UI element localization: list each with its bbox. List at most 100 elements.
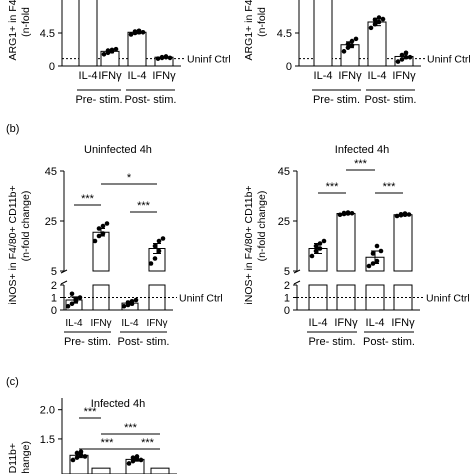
group-label: Pre- stim.: [313, 94, 360, 106]
category-label: IFNγ: [391, 317, 415, 329]
data-point: [380, 16, 386, 22]
data-point: [126, 461, 132, 466]
data-point: [372, 21, 378, 27]
data-point: [349, 43, 355, 48]
reference-line-label: Uninf Ctrl: [426, 293, 470, 305]
reference-line-label: Uninf Ctrl: [427, 54, 471, 66]
data-point: [402, 211, 408, 216]
data-point: [399, 52, 405, 58]
category-label: IL-4: [314, 70, 333, 82]
data-point: [82, 454, 88, 459]
data-point: [125, 300, 131, 305]
y-axis-label: CD11b+: [7, 443, 19, 474]
bar-lower: [92, 284, 110, 311]
group-label: Post- stim.: [365, 94, 417, 106]
chart-title: Infected 4h: [91, 398, 145, 410]
significance-label: ***: [326, 181, 340, 193]
y-tick-label: 25: [45, 216, 57, 228]
axis-break-mark: [60, 269, 68, 274]
y-axis-label: iNOS+ in F4/80+ CD11b+: [7, 185, 19, 304]
bar-lower: [336, 284, 356, 311]
data-point: [152, 243, 158, 249]
category-label: IL-4: [121, 318, 139, 329]
data-point: [372, 17, 378, 23]
data-point: [374, 258, 380, 264]
y-tick-label: 2: [284, 280, 290, 292]
data-point: [96, 226, 102, 231]
data-point: [403, 54, 409, 60]
panel-label-b: (b): [6, 123, 19, 135]
data-point: [73, 298, 79, 304]
data-point: [101, 51, 107, 57]
significance-label: ***: [81, 193, 95, 205]
data-point: [349, 38, 355, 44]
data-point: [321, 238, 327, 244]
category-label: IL-4: [79, 70, 98, 82]
data-point: [152, 256, 158, 261]
chart-title: Uninfected 4h: [84, 144, 152, 156]
group-label: Post- stim.: [363, 336, 415, 348]
y-tick-label: 0: [49, 61, 55, 73]
data-point: [399, 57, 405, 62]
data-point: [69, 301, 75, 307]
bar: [91, 467, 111, 474]
category-label: IL-4: [368, 70, 387, 82]
bar: [92, 231, 110, 272]
y-tick-label: 4.5: [277, 28, 292, 40]
data-point: [403, 50, 409, 56]
y-tick-label: 0: [286, 61, 292, 73]
data-point: [121, 303, 127, 309]
y-tick-label: 45: [278, 166, 290, 178]
chart-b-left: 45 25 5 210 Uninf Ctrl IL-4 IFNγ IL-4 IFNγ Pre- s…: [7, 144, 223, 348]
data-point: [132, 29, 138, 34]
y-tick-label: 2: [51, 280, 57, 292]
y-tick-label: 0: [51, 305, 57, 317]
bar-lower: [148, 284, 166, 311]
data-point: [109, 47, 115, 53]
category-label: IL-4: [366, 317, 385, 329]
data-point: [148, 261, 154, 266]
data-point: [78, 449, 84, 455]
data-point: [155, 56, 161, 61]
data-point: [133, 297, 139, 303]
data-point: [92, 238, 98, 244]
data-point: [349, 210, 355, 216]
data-point: [341, 210, 347, 216]
chart-title: Infected 4h: [335, 144, 389, 156]
axis-break-mark: [293, 280, 301, 285]
data-point: [345, 210, 351, 215]
group-label: Post- stim.: [125, 94, 177, 106]
significance-label: ***: [141, 437, 155, 449]
category-label: IFNγ: [334, 317, 358, 329]
data-point: [78, 452, 84, 458]
category-label: IFNγ: [90, 318, 111, 329]
bar: [127, 31, 147, 67]
data-point: [374, 243, 380, 249]
data-point: [313, 248, 319, 254]
category-label: IL-4: [128, 70, 147, 82]
data-point: [376, 19, 382, 25]
significance-label: *: [127, 172, 132, 184]
data-point: [309, 253, 315, 259]
data-point: [345, 41, 351, 47]
y-axis-label: change): [20, 441, 32, 474]
data-point: [77, 295, 83, 300]
y-tick-label: 25: [278, 216, 290, 228]
data-point: [113, 46, 119, 52]
data-point: [406, 212, 412, 217]
data-point: [160, 236, 166, 241]
bar: [150, 467, 170, 474]
y-axis-label: ARG1+ in F4: [7, 0, 19, 61]
reference-line-label: Uninf Ctrl: [187, 54, 231, 66]
data-point: [395, 59, 401, 64]
y-axis-label: ARG1+ in F4: [243, 0, 255, 61]
data-point: [134, 454, 140, 459]
data-point: [140, 29, 146, 35]
bar-lower: [393, 284, 413, 311]
y-tick-label: 0: [284, 305, 290, 317]
significance-label: ***: [101, 437, 115, 449]
category-label: IFNγ: [98, 70, 122, 82]
reference-line-label: Uninf Ctrl: [179, 293, 223, 305]
